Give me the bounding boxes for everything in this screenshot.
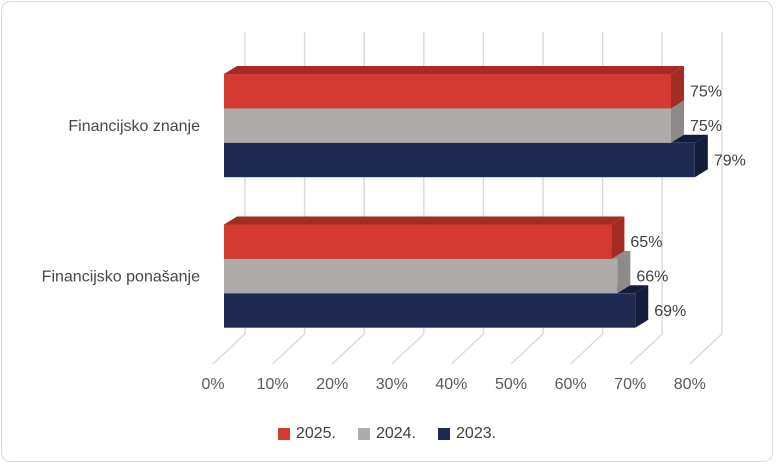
legend: 2025. 2024. 2023.: [2, 424, 772, 444]
bar-top-face-2025-1: [224, 66, 684, 74]
floor-tick-40%: [450, 333, 484, 365]
bar-side-face-2025-2: [611, 216, 625, 259]
bar-2023-2: [224, 293, 636, 328]
floor-tick-50%: [510, 333, 544, 365]
floor-tick-10%: [272, 333, 306, 365]
x-axis-tick-label: 40%: [435, 376, 467, 393]
floor-tick-80%: [689, 333, 723, 365]
legend-label: 2025.: [295, 425, 336, 442]
bar-2024-1: [224, 108, 671, 143]
x-axis-tick-label: 0%: [201, 376, 224, 393]
x-axis-tick-label: 50%: [495, 376, 527, 393]
bar-side-face-2024-1: [671, 100, 684, 143]
value-label-2025-1: 75%: [690, 84, 722, 101]
legend-label: 2023.: [456, 425, 497, 442]
legend-label: 2024.: [375, 425, 417, 442]
floor-tick-70%: [629, 333, 663, 365]
floor-tick-20%: [331, 333, 365, 365]
legend-swatch-icon: [357, 428, 370, 440]
x-axis-tick-label: 80%: [674, 376, 706, 393]
legend-swatch-icon: [438, 428, 451, 440]
legend-item-2023: 2023.: [438, 424, 496, 444]
bar-2023-1: [224, 142, 695, 178]
bar-2025-1: [224, 74, 671, 109]
legend-swatch-icon: [277, 428, 290, 440]
floor-tick-0%: [212, 333, 246, 365]
value-label-2024-1: 75%: [690, 118, 722, 135]
x-axis-tick-label: 10%: [257, 376, 289, 393]
value-label-2024-2: 66%: [636, 269, 668, 286]
x-axis-tick-label: 60%: [555, 376, 587, 393]
bar-side-face-2025-1: [671, 66, 684, 109]
floor-tick-60%: [570, 333, 604, 365]
value-label-2025-2: 65%: [630, 234, 662, 251]
bar-2025-2: [224, 224, 612, 259]
bar-2024-2: [224, 258, 618, 294]
legend-item-2025: 2025.: [277, 424, 336, 444]
legend-item-2024: 2024.: [357, 424, 417, 444]
bar-side-face-2023-1: [694, 134, 708, 178]
bar-top-face-2025-2: [224, 216, 625, 225]
x-axis-tick-label: 70%: [614, 376, 646, 393]
category-label: Financijsko ponašanje: [42, 269, 200, 286]
x-axis-tick-label: 20%: [316, 376, 348, 393]
bar-side-face-2024-2: [617, 250, 631, 294]
category-label: Financijsko znanje: [68, 118, 200, 135]
x-axis-tick-label: 30%: [376, 376, 408, 393]
value-label-2023-1: 79%: [714, 153, 746, 170]
value-label-2023-2: 69%: [654, 303, 686, 320]
floor-tick-30%: [391, 333, 425, 365]
bar-side-face-2023-2: [635, 285, 649, 328]
